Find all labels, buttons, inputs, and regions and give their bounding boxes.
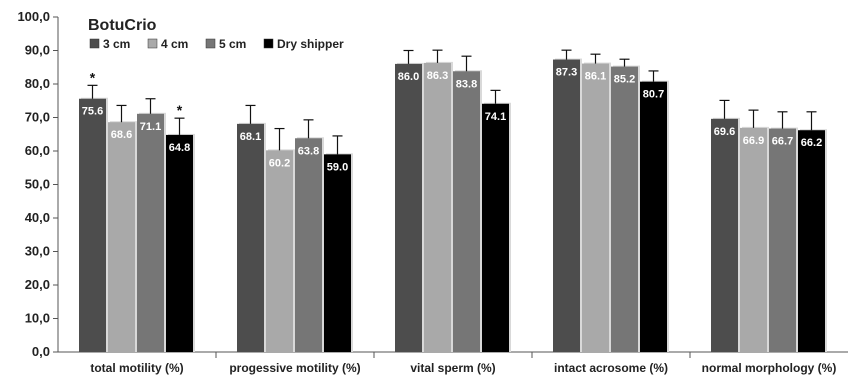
y-tick-label: 0,0	[32, 344, 50, 359]
data-label: 75.6	[82, 106, 103, 118]
legend-swatch	[263, 38, 274, 49]
data-label: 68.1	[240, 131, 261, 143]
legend-label: 4 cm	[161, 37, 188, 51]
bar	[424, 62, 451, 353]
bar	[711, 118, 738, 352]
y-tick-label: 80,0	[25, 76, 50, 91]
data-label: 66.7	[772, 136, 793, 148]
bar	[108, 122, 135, 352]
data-label: 83.8	[456, 78, 477, 90]
data-label: 74.1	[485, 111, 506, 123]
bar	[640, 81, 667, 352]
data-label: 60.2	[269, 157, 290, 169]
bar	[166, 134, 193, 352]
y-tick-label: 20,0	[25, 277, 50, 292]
bar	[137, 113, 164, 352]
legend-label: 5 cm	[219, 37, 246, 51]
data-label: 87.3	[556, 67, 577, 79]
bar	[237, 123, 264, 353]
data-label: 63.8	[298, 145, 319, 157]
legend-swatch	[89, 38, 100, 49]
significance-mark: *	[177, 102, 183, 118]
x-tick-label: total motility (%)	[90, 361, 183, 375]
data-label: 86.0	[398, 71, 419, 83]
data-label: 80.7	[643, 89, 664, 101]
bar	[79, 98, 106, 353]
bar	[266, 150, 293, 352]
data-label: 69.6	[714, 126, 735, 138]
x-tick-label: progessive motility (%)	[229, 361, 360, 375]
chart-title: BotuCrio	[88, 17, 157, 34]
data-label: 59.0	[327, 161, 348, 173]
data-label: 71.1	[140, 121, 161, 133]
y-tick-label: 50,0	[25, 177, 50, 192]
y-tick-label: 10,0	[25, 311, 50, 326]
bar	[769, 128, 796, 352]
y-tick-label: 30,0	[25, 244, 50, 259]
bar	[295, 138, 322, 352]
bar	[798, 130, 825, 352]
y-tick-label: 60,0	[25, 143, 50, 158]
y-tick-label: 70,0	[25, 110, 50, 125]
legend-swatch	[205, 38, 216, 49]
data-label: 66.2	[801, 137, 822, 149]
data-label: 68.6	[111, 129, 132, 141]
y-tick-label: 90,0	[25, 43, 50, 58]
bar	[553, 59, 580, 353]
data-label: 86.1	[585, 71, 606, 83]
significance-mark: *	[90, 69, 96, 85]
bars: * 75.6 68.1 86.0 87.3 69.6 68.6 60.2 86.3 86.1 66.…	[79, 49, 827, 353]
bar	[582, 63, 609, 352]
legend-label: Dry shipper	[277, 37, 344, 51]
data-label: 85.2	[614, 74, 635, 86]
data-label: 64.8	[169, 142, 190, 154]
x-tick-label: vital sperm (%)	[410, 361, 495, 375]
legend-swatch	[147, 38, 158, 49]
bar	[611, 66, 638, 352]
x-tick-label: intact acrosome (%)	[554, 361, 668, 375]
x-tick-label: normal morphology (%)	[702, 361, 837, 375]
bar	[740, 127, 767, 352]
legend-label: 3 cm	[103, 37, 130, 51]
bar	[482, 103, 509, 352]
bar	[395, 63, 422, 353]
bar	[324, 154, 351, 352]
data-label: 86.3	[427, 70, 448, 82]
data-label: 66.9	[743, 135, 764, 147]
bar	[453, 71, 480, 353]
legend: 3 cm 4 cm 5 cm Dry shipper	[89, 37, 344, 51]
y-tick-label: 40,0	[25, 210, 50, 225]
y-tick-label: 100,0	[17, 9, 50, 24]
